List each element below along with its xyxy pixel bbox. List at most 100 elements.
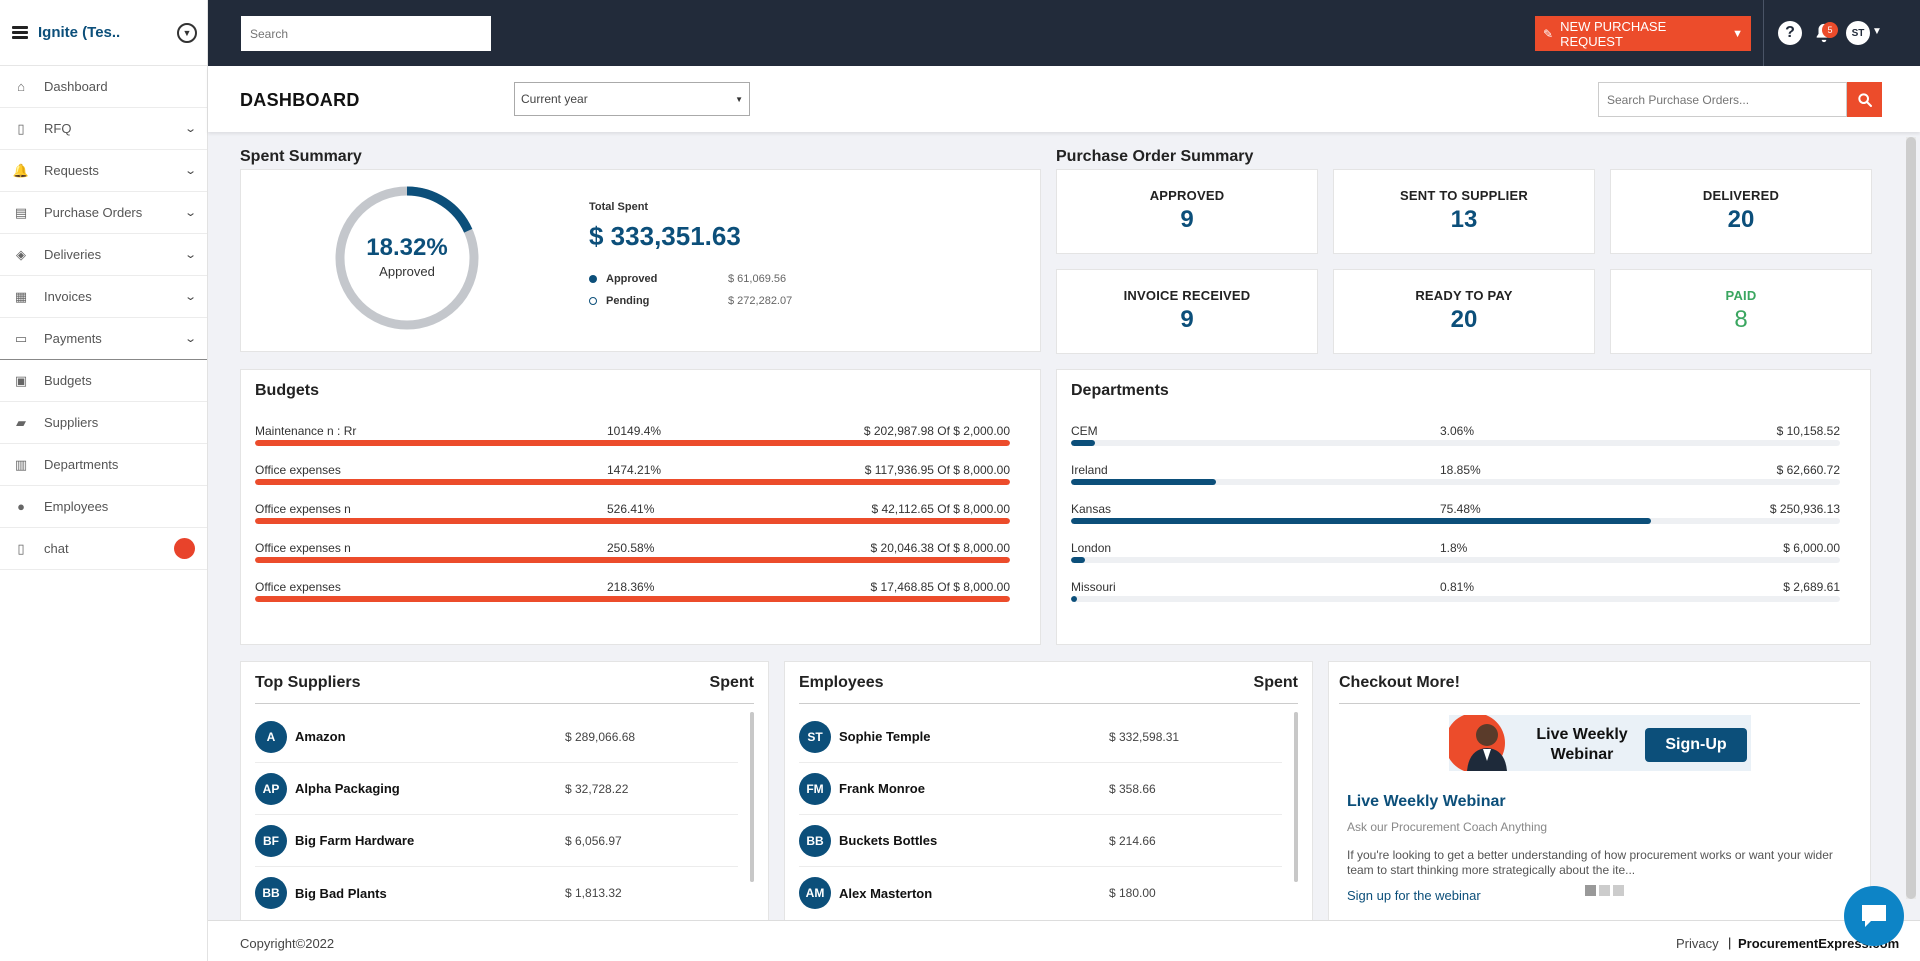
po-stat-value: 13 [1450, 206, 1478, 233]
budgets-row[interactable]: Maintenance n : Rr 10149.4% $ 202,987.98 O… [255, 424, 1010, 454]
budgets-card: Budgets Maintenance n : Rr 10149.4% $ 202,… [240, 369, 1041, 645]
sidebar-item-employees[interactable]: ● Employees [0, 486, 207, 528]
new-purchase-request-button[interactable]: ✎ NEW PURCHASE REQUEST ▼ [1535, 16, 1751, 51]
progress-fill [255, 479, 1010, 485]
webinar-description: If you're looking to get a better unders… [1347, 848, 1833, 877]
top_suppliers-list-item[interactable]: AP Alpha Packaging $ 32,728.22 [255, 763, 738, 815]
top_suppliers-list-item[interactable]: A Amazon $ 289,066.68 [255, 711, 738, 763]
sidebar-item-deliveries[interactable]: ◈ Deliveries ⌄ [0, 234, 207, 276]
po-stat-value: 20 [1450, 306, 1478, 333]
sidebar-item-suppliers[interactable]: ▰ Suppliers [0, 402, 207, 444]
user-menu-caret-icon[interactable]: ▼ [1872, 26, 1882, 37]
carousel-dot[interactable] [1613, 885, 1624, 896]
top-bar: ✎ NEW PURCHASE REQUEST ▼ ? 5 ST ▼ [208, 0, 1920, 66]
copyright-text: Copyright©2022 [240, 936, 335, 951]
sidebar-item-chat[interactable]: ▯ chat [0, 528, 207, 570]
money-icon: ▭ [14, 330, 28, 346]
row-name: Office expenses n [255, 502, 351, 516]
employees-list-item[interactable]: BB Buckets Bottles $ 214.66 [799, 815, 1282, 867]
legend-approved-value: $ 61,069.56 [728, 273, 787, 285]
row-name: Big Bad Plants [295, 885, 387, 901]
row-name: Buckets Bottles [839, 833, 938, 848]
departments-row[interactable]: Ireland 18.85% $ 62,660.72 [1071, 463, 1840, 493]
po-search-button[interactable] [1847, 82, 1882, 117]
top_suppliers-list-item[interactable]: BB Big Bad Plants $ 1,813.32 [255, 867, 738, 919]
top-suppliers-title: Top Suppliers [255, 674, 361, 691]
departments-row[interactable]: Missouri 0.81% $ 2,689.61 [1071, 580, 1840, 610]
sidebar-item-requests[interactable]: 🔔 Requests ⌄ [0, 150, 207, 192]
webinar-title[interactable]: Live Weekly Webinar [1347, 793, 1506, 810]
sidebar-item-dashboard[interactable]: ⌂ Dashboard [0, 66, 207, 108]
po-stat-sent-to-supplier[interactable]: SENT TO SUPPLIER 13 [1333, 169, 1595, 254]
chevron-down-icon: ▼ [1732, 27, 1743, 40]
sidebar-item-budgets[interactable]: ▣ Budgets [0, 360, 207, 402]
help-icon[interactable]: ? [1778, 21, 1802, 45]
page-scrollbar[interactable] [1906, 137, 1916, 899]
po-stat-ready-to-pay[interactable]: READY TO PAY 20 [1333, 269, 1595, 354]
company-switch-icon[interactable]: ▼ [177, 22, 197, 43]
budgets-row[interactable]: Office expenses 1474.21% $ 117,936.95 Of $… [255, 463, 1010, 493]
row-name: Kansas [1071, 502, 1112, 516]
row-percent: 1474.21% [607, 463, 662, 477]
file-list-icon: ▤ [14, 204, 28, 220]
global-search-input[interactable] [241, 16, 491, 51]
po-stat-approved[interactable]: APPROVED 9 [1056, 169, 1318, 254]
sidebar-nav: ⌂ Dashboard ▯ RFQ ⌄ 🔔 Requests ⌄ ▤ Purchase Order… [0, 66, 207, 570]
sidebar-item-purchase-orders[interactable]: ▤ Purchase Orders ⌄ [0, 192, 207, 234]
avatar: AP [255, 772, 287, 805]
budgets-row[interactable]: Office expenses 218.36% $ 17,468.85 Of $ 8… [255, 580, 1010, 610]
budgets-row[interactable]: Office expenses n 250.58% $ 20,046.38 Of $… [255, 541, 1010, 571]
row-amount: $ 6,000.00 [1783, 541, 1840, 555]
top_suppliers-list-item[interactable]: BF Big Farm Hardware $ 6,056.97 [255, 815, 738, 867]
bell-icon: 🔔 [12, 162, 30, 178]
po-stat-invoice-received[interactable]: INVOICE RECEIVED 9 [1056, 269, 1318, 354]
carousel-dot[interactable] [1599, 885, 1610, 896]
departments-row[interactable]: London 1.8% $ 6,000.00 [1071, 541, 1840, 571]
sidebar-item-departments[interactable]: ▥ Departments [0, 444, 207, 486]
row-amount: $ 17,468.85 Of $ 8,000.00 [870, 580, 1010, 594]
departments-row[interactable]: CEM 3.06% $ 10,158.52 [1071, 424, 1840, 454]
banner-signup-button[interactable]: Sign-Up [1645, 728, 1747, 762]
hamburger-menu-icon[interactable] [12, 26, 28, 39]
building-icon: ▥ [14, 456, 28, 472]
suppliers-scrollbar[interactable] [750, 712, 754, 882]
user-avatar[interactable]: ST [1846, 21, 1870, 45]
row-amount: $ 1,813.32 [565, 886, 622, 900]
progress-fill [1071, 440, 1095, 446]
avatar: AM [799, 877, 831, 909]
chevron-down-icon: ⌄ [183, 207, 197, 219]
webinar-banner[interactable]: Live Weekly Webinar Sign-Up [1449, 715, 1751, 771]
po-search-input[interactable] [1598, 82, 1847, 117]
po-stat-delivered[interactable]: DELIVERED 20 [1610, 169, 1872, 254]
progress-fill [255, 596, 1010, 602]
chat-doc-icon: ▯ [17, 540, 25, 556]
privacy-link[interactable]: Privacy [1676, 936, 1719, 951]
employees-list-item[interactable]: AM Alex Masterton $ 180.00 [799, 867, 1282, 919]
employees-list-item[interactable]: ST Sophie Temple $ 332,598.31 [799, 711, 1282, 763]
sidebar-item-rfq[interactable]: ▯ RFQ ⌄ [0, 108, 207, 150]
employees-scrollbar[interactable] [1294, 712, 1298, 882]
row-amount: $ 180.00 [1109, 886, 1156, 900]
chat-launcher-button[interactable] [1844, 886, 1904, 946]
row-name: Amazon [295, 729, 346, 744]
spent-summary-card: 18.32% Approved Total Spent $ 333,351.63… [240, 169, 1041, 352]
carousel-dot[interactable] [1585, 885, 1596, 896]
row-percent: 75.48% [1440, 502, 1481, 516]
budgets-row[interactable]: Office expenses n 526.41% $ 42,112.65 Of $… [255, 502, 1010, 532]
spent-summary-title: Spent Summary [240, 148, 362, 165]
employees-title: Employees [799, 674, 884, 691]
sidebar-item-payments[interactable]: ▭ Payments ⌄ [0, 318, 207, 360]
company-name[interactable]: Ignite (Tes.. [38, 24, 121, 41]
sidebar-item-invoices[interactable]: ▦ Invoices ⌄ [0, 276, 207, 318]
progress-fill [255, 518, 1010, 524]
period-select[interactable]: Current year ▼ [514, 82, 750, 116]
progress-track [255, 596, 1010, 602]
webinar-signup-link[interactable]: Sign up for the webinar [1347, 888, 1481, 903]
row-percent: 218.36% [607, 580, 655, 594]
progress-track [1071, 557, 1840, 563]
briefcase-icon: ▣ [14, 372, 28, 388]
row-name: Maintenance n : Rr [255, 424, 357, 438]
po-stat-paid[interactable]: PAID 8 [1610, 269, 1872, 354]
departments-row[interactable]: Kansas 75.48% $ 250,936.13 [1071, 502, 1840, 532]
employees-list-item[interactable]: FM Frank Monroe $ 358.66 [799, 763, 1282, 815]
